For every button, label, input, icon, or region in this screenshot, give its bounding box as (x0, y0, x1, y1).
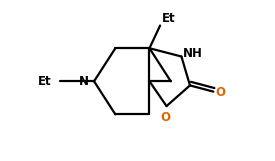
Text: O: O (160, 111, 170, 124)
Text: Et: Et (162, 12, 176, 25)
Text: O: O (216, 86, 225, 99)
Text: Et: Et (38, 75, 51, 88)
Text: NH: NH (183, 47, 202, 60)
Text: N: N (79, 75, 89, 88)
